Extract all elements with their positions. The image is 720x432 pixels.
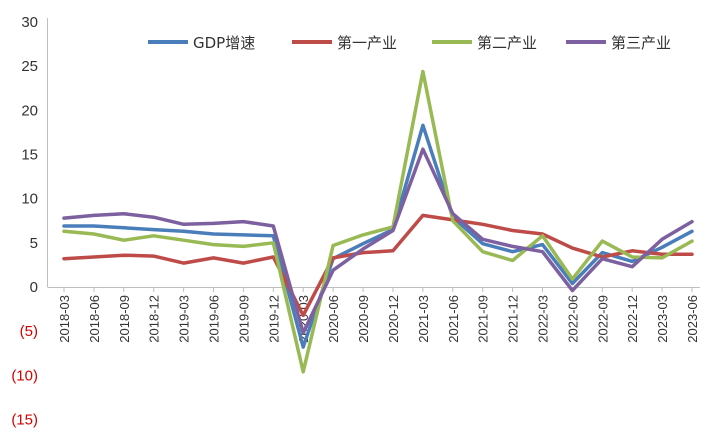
y-tick-label: 0 [30, 279, 38, 296]
x-tick-label: 2023-03 [655, 295, 670, 343]
x-tick-label: 2019-06 [207, 295, 222, 343]
legend-label: 第二产业 [477, 34, 537, 52]
x-tick-label: 2021-09 [476, 295, 491, 343]
y-tick-label: 5 [30, 235, 38, 252]
x-tick-label: 2022-03 [535, 295, 550, 343]
y-tick-label: 25 [21, 58, 38, 75]
x-tick-label: 2021-06 [446, 295, 461, 343]
x-tick-label: 2022-09 [595, 295, 610, 343]
x-tick-label: 2022-12 [625, 295, 640, 343]
y-tick-label: (15) [11, 412, 38, 429]
y-tick-label: 30 [21, 14, 38, 31]
x-tick-label: 2018-12 [147, 295, 162, 343]
x-tick-label: 2020-06 [326, 295, 341, 343]
x-tick-label: 2018-06 [87, 295, 102, 343]
x-tick-label: 2019-12 [266, 295, 281, 343]
x-tick-label: 2021-12 [506, 295, 521, 343]
x-tick-label: 2019-09 [236, 295, 251, 343]
series-lines [62, 69, 694, 374]
legend-label: 第三产业 [611, 34, 671, 52]
legend-label: GDP增速 [193, 34, 255, 52]
x-tick-label: 2020-09 [356, 295, 371, 343]
x-tick-label: 2018-09 [117, 295, 132, 343]
series-line [62, 147, 694, 335]
series-line [62, 123, 694, 349]
y-tick-label: 10 [21, 191, 38, 208]
y-tick-label: (5) [20, 323, 38, 340]
axes: 30 25 20 15 10 5 0 (5) (10) (15) 2018-03 2018-06 201… [11, 14, 700, 429]
series-line [62, 213, 694, 318]
series-line [62, 69, 694, 374]
y-tick-label: 20 [21, 102, 38, 119]
x-tick-label: 2018-03 [57, 295, 72, 343]
x-tick-label: 2021-03 [416, 295, 431, 343]
x-tick-label: 2020-12 [386, 295, 401, 343]
y-tick-label: 15 [21, 147, 38, 164]
x-tick-label: 2023-06 [685, 295, 700, 343]
y-tick-label: (10) [11, 367, 38, 384]
legend-label: 第一产业 [337, 34, 397, 52]
legend: GDP增速 第一产业 第二产业 第三产业 [148, 34, 671, 52]
x-tick-label: 2022-06 [565, 295, 580, 343]
x-tick-label: 2019-03 [177, 295, 192, 343]
